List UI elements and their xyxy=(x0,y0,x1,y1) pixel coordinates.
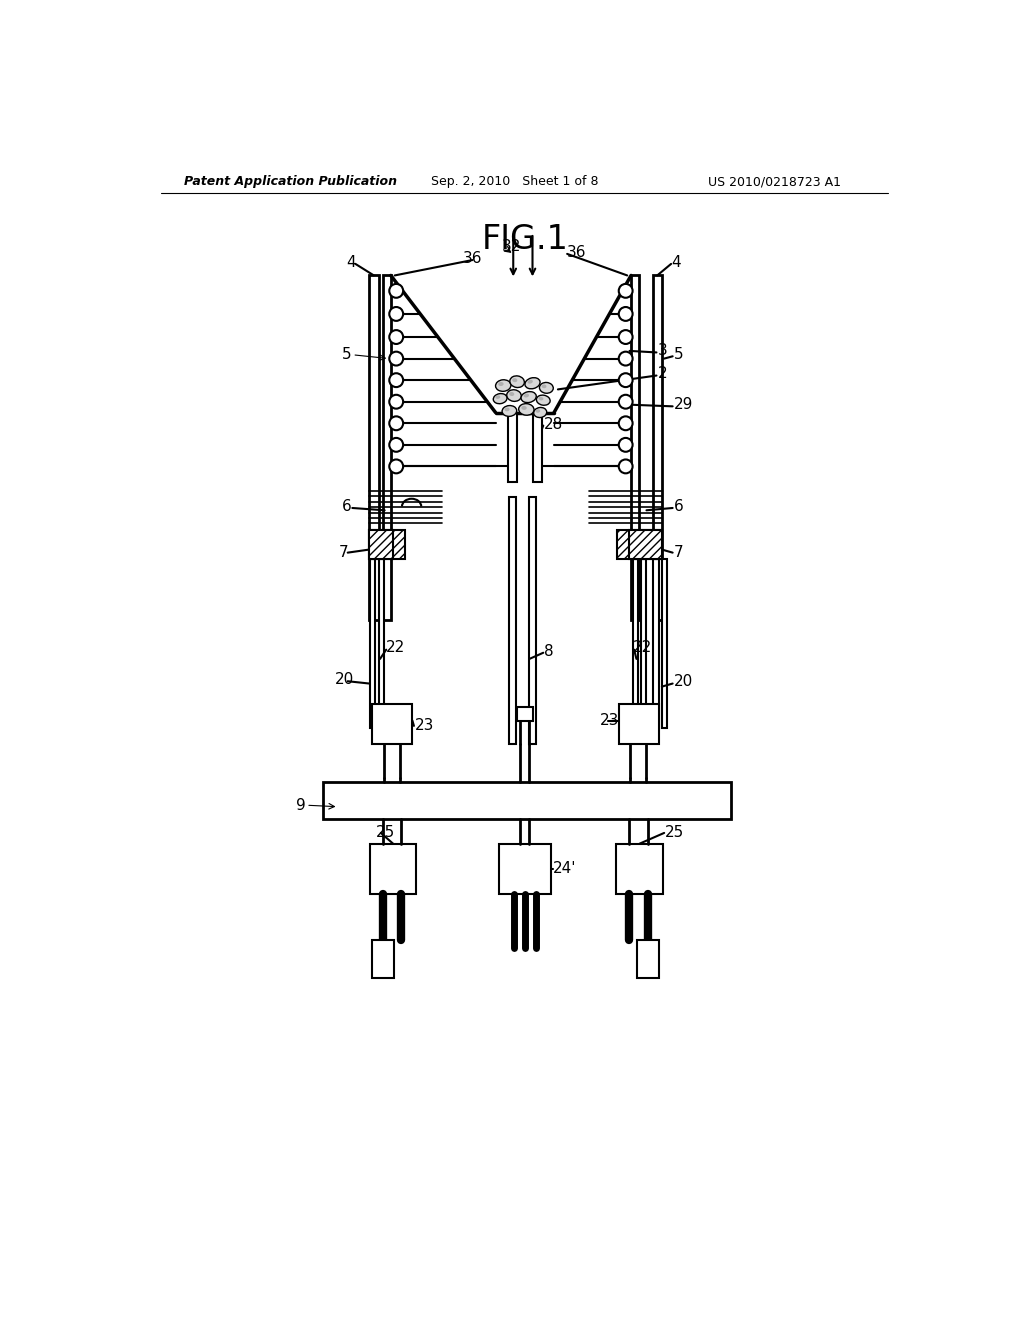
Circle shape xyxy=(389,459,403,474)
Bar xyxy=(370,529,393,558)
Text: 28: 28 xyxy=(544,417,563,432)
Ellipse shape xyxy=(542,384,547,388)
Ellipse shape xyxy=(496,395,501,399)
Text: 2: 2 xyxy=(658,367,668,381)
Bar xyxy=(499,843,551,894)
Bar xyxy=(323,781,731,818)
Text: 22: 22 xyxy=(633,640,652,655)
Bar xyxy=(637,940,658,978)
Text: 7: 7 xyxy=(339,545,348,560)
Bar xyxy=(633,558,638,729)
Bar xyxy=(641,558,646,729)
Text: FIG.1: FIG.1 xyxy=(481,223,568,256)
Bar xyxy=(652,276,662,620)
Circle shape xyxy=(389,284,403,298)
Bar xyxy=(532,413,542,482)
Bar xyxy=(379,558,384,729)
Bar xyxy=(631,276,639,620)
Ellipse shape xyxy=(518,404,535,416)
Circle shape xyxy=(618,438,633,451)
Bar xyxy=(373,704,413,743)
Circle shape xyxy=(389,395,403,409)
Circle shape xyxy=(618,330,633,345)
Text: 7: 7 xyxy=(674,545,683,560)
Bar xyxy=(370,276,379,620)
Text: 25: 25 xyxy=(376,825,395,840)
Text: 8: 8 xyxy=(544,644,554,659)
Text: 23: 23 xyxy=(599,713,618,729)
Text: 4: 4 xyxy=(346,255,355,269)
Ellipse shape xyxy=(507,389,521,401)
Text: 5: 5 xyxy=(674,347,683,362)
Circle shape xyxy=(389,438,403,451)
Circle shape xyxy=(618,284,633,298)
Text: 5: 5 xyxy=(342,347,352,362)
Circle shape xyxy=(389,416,403,430)
Text: 6: 6 xyxy=(342,499,352,513)
Circle shape xyxy=(389,330,403,345)
Text: 36: 36 xyxy=(463,251,482,267)
Bar xyxy=(370,843,416,894)
Text: 9: 9 xyxy=(296,797,306,813)
Text: 23: 23 xyxy=(415,718,434,734)
Circle shape xyxy=(618,374,633,387)
Ellipse shape xyxy=(525,378,540,389)
Bar xyxy=(508,413,517,482)
Bar xyxy=(618,704,658,743)
Bar xyxy=(617,529,662,558)
Ellipse shape xyxy=(527,380,532,384)
Circle shape xyxy=(389,308,403,321)
Bar xyxy=(372,940,394,978)
Circle shape xyxy=(618,459,633,474)
Ellipse shape xyxy=(496,380,511,391)
Bar xyxy=(529,498,536,743)
Text: 22: 22 xyxy=(386,640,406,655)
Text: Sep. 2, 2010   Sheet 1 of 8: Sep. 2, 2010 Sheet 1 of 8 xyxy=(431,176,598,187)
Bar xyxy=(629,529,662,558)
Text: 25: 25 xyxy=(665,825,684,840)
Text: 32: 32 xyxy=(502,239,521,255)
Ellipse shape xyxy=(534,408,547,417)
Text: 29: 29 xyxy=(674,397,693,412)
Ellipse shape xyxy=(499,381,504,385)
Bar xyxy=(370,529,404,558)
Text: 20: 20 xyxy=(335,672,354,688)
Ellipse shape xyxy=(539,397,544,400)
Bar xyxy=(662,558,668,729)
Circle shape xyxy=(618,395,633,409)
Ellipse shape xyxy=(502,405,517,416)
Text: Patent Application Publication: Patent Application Publication xyxy=(184,176,397,187)
Ellipse shape xyxy=(523,393,529,397)
Text: 4: 4 xyxy=(671,255,681,269)
Ellipse shape xyxy=(505,408,510,412)
Ellipse shape xyxy=(521,392,537,403)
Ellipse shape xyxy=(521,405,526,411)
Ellipse shape xyxy=(537,395,550,405)
Ellipse shape xyxy=(509,392,514,396)
Text: 36: 36 xyxy=(567,244,587,260)
Text: US 2010/0218723 A1: US 2010/0218723 A1 xyxy=(708,176,841,187)
Text: 6: 6 xyxy=(674,499,683,513)
Circle shape xyxy=(389,374,403,387)
Text: 20: 20 xyxy=(674,675,692,689)
Circle shape xyxy=(618,351,633,366)
Ellipse shape xyxy=(494,393,507,404)
Bar xyxy=(653,558,658,729)
Bar xyxy=(383,276,391,620)
Circle shape xyxy=(389,351,403,366)
Ellipse shape xyxy=(536,409,541,413)
Text: 3: 3 xyxy=(658,343,668,359)
Ellipse shape xyxy=(512,378,517,383)
Text: 24': 24' xyxy=(553,861,577,876)
Bar xyxy=(517,706,532,721)
Bar xyxy=(370,558,376,729)
Bar xyxy=(509,498,515,743)
Bar xyxy=(616,843,663,894)
Circle shape xyxy=(618,308,633,321)
Ellipse shape xyxy=(540,383,553,393)
Ellipse shape xyxy=(510,376,524,388)
Circle shape xyxy=(618,416,633,430)
